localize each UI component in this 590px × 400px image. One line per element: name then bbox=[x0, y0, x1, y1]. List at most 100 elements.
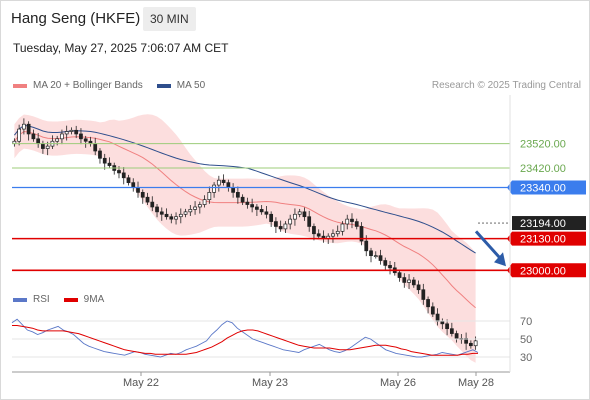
candle-body bbox=[383, 260, 388, 266]
legend-item-rsi: RSI bbox=[13, 294, 50, 305]
candle bbox=[159, 207, 164, 221]
x-tick-label: May 22 bbox=[123, 377, 159, 389]
candle bbox=[102, 153, 107, 170]
candle-body bbox=[36, 138, 41, 145]
candle bbox=[188, 205, 193, 216]
legend-item-bollinger: MA 20 + Bollinger Bands bbox=[13, 80, 143, 91]
candle bbox=[83, 135, 88, 148]
rsi-tick-label: 70 bbox=[520, 316, 532, 328]
level-box bbox=[507, 263, 586, 278]
candle bbox=[169, 213, 174, 224]
candle-body bbox=[454, 333, 459, 339]
x-tick-label: May 23 bbox=[252, 377, 288, 389]
candle bbox=[197, 201, 202, 214]
candle bbox=[297, 208, 302, 218]
candle-body bbox=[283, 223, 288, 230]
candle bbox=[235, 186, 240, 204]
candle-body bbox=[350, 218, 354, 222]
level-23000.00: 23000.00 bbox=[12, 263, 586, 278]
candle-body bbox=[231, 187, 235, 193]
candle-body bbox=[449, 328, 454, 334]
candle-body bbox=[17, 128, 22, 142]
level-label: 23130.00 bbox=[520, 234, 566, 246]
candle-body bbox=[126, 177, 131, 183]
candle bbox=[245, 197, 250, 209]
candle-body bbox=[235, 192, 240, 198]
candle bbox=[183, 208, 188, 218]
candle bbox=[269, 211, 274, 227]
candle bbox=[60, 129, 64, 145]
level-23340.00: 23340.00 bbox=[12, 180, 586, 195]
candle bbox=[378, 249, 383, 265]
candle bbox=[388, 261, 392, 275]
candle-body bbox=[302, 211, 307, 218]
candle bbox=[430, 302, 435, 317]
candle-body bbox=[131, 182, 136, 188]
candle-body bbox=[45, 145, 50, 149]
candle bbox=[350, 213, 354, 229]
candle bbox=[307, 210, 312, 232]
candle bbox=[259, 205, 264, 215]
candle-body bbox=[402, 277, 407, 283]
candle bbox=[407, 274, 411, 290]
candle-body bbox=[411, 279, 416, 286]
legend-swatch-rsi bbox=[13, 297, 27, 302]
rsi-tick-label: 50 bbox=[520, 334, 532, 346]
candle-body bbox=[121, 172, 126, 179]
candle-body bbox=[331, 233, 335, 237]
candle-body bbox=[188, 209, 193, 213]
candle-body bbox=[264, 211, 269, 215]
candle bbox=[426, 296, 430, 314]
candle-body bbox=[22, 123, 26, 130]
candle-body bbox=[388, 265, 392, 269]
candle-body bbox=[60, 133, 64, 140]
candle-body bbox=[426, 299, 430, 308]
candle-body bbox=[245, 201, 250, 205]
candle bbox=[316, 229, 321, 240]
candle-body bbox=[140, 192, 145, 198]
candle bbox=[250, 198, 255, 213]
legend-item-ma50: MA 50 bbox=[156, 80, 205, 91]
timeframe-button[interactable]: 30 MIN bbox=[143, 7, 196, 31]
candle bbox=[221, 174, 226, 186]
candle-body bbox=[155, 206, 159, 213]
candle bbox=[283, 221, 288, 234]
candle bbox=[449, 322, 454, 337]
x-tick-label: May 28 bbox=[458, 377, 494, 389]
legend-swatch-ma50 bbox=[156, 83, 171, 88]
candle bbox=[155, 204, 159, 218]
candle-body bbox=[216, 179, 221, 186]
candle bbox=[69, 127, 74, 135]
ma20-line bbox=[14, 130, 476, 309]
candle-body bbox=[421, 289, 426, 300]
candle bbox=[107, 157, 112, 169]
candle bbox=[302, 207, 307, 221]
level-label: 23000.00 bbox=[520, 265, 566, 277]
candle-body bbox=[340, 223, 345, 232]
candle bbox=[278, 220, 283, 232]
candle-body bbox=[335, 230, 340, 235]
candle bbox=[468, 340, 473, 349]
candle-body bbox=[468, 342, 473, 347]
candle-body bbox=[307, 216, 312, 227]
candle bbox=[164, 208, 169, 220]
candle-body bbox=[369, 250, 373, 257]
candle bbox=[216, 175, 221, 192]
price-legend: MA 20 + Bollinger Bands MA 50 bbox=[13, 80, 219, 91]
candle bbox=[293, 208, 297, 226]
candle-body bbox=[378, 255, 383, 261]
level-23420.00: 23420.00 bbox=[12, 163, 566, 175]
candle-body bbox=[226, 182, 231, 188]
candle-body bbox=[150, 201, 155, 208]
candle bbox=[411, 277, 416, 288]
candle-body bbox=[69, 129, 74, 132]
candle bbox=[207, 186, 212, 204]
level-23130.00: 23130.00 bbox=[12, 231, 586, 246]
candle-body bbox=[473, 340, 478, 347]
candle bbox=[464, 332, 468, 350]
candle-body bbox=[445, 323, 449, 330]
candle-body bbox=[288, 218, 293, 225]
candle bbox=[312, 223, 316, 241]
candle bbox=[331, 229, 335, 243]
